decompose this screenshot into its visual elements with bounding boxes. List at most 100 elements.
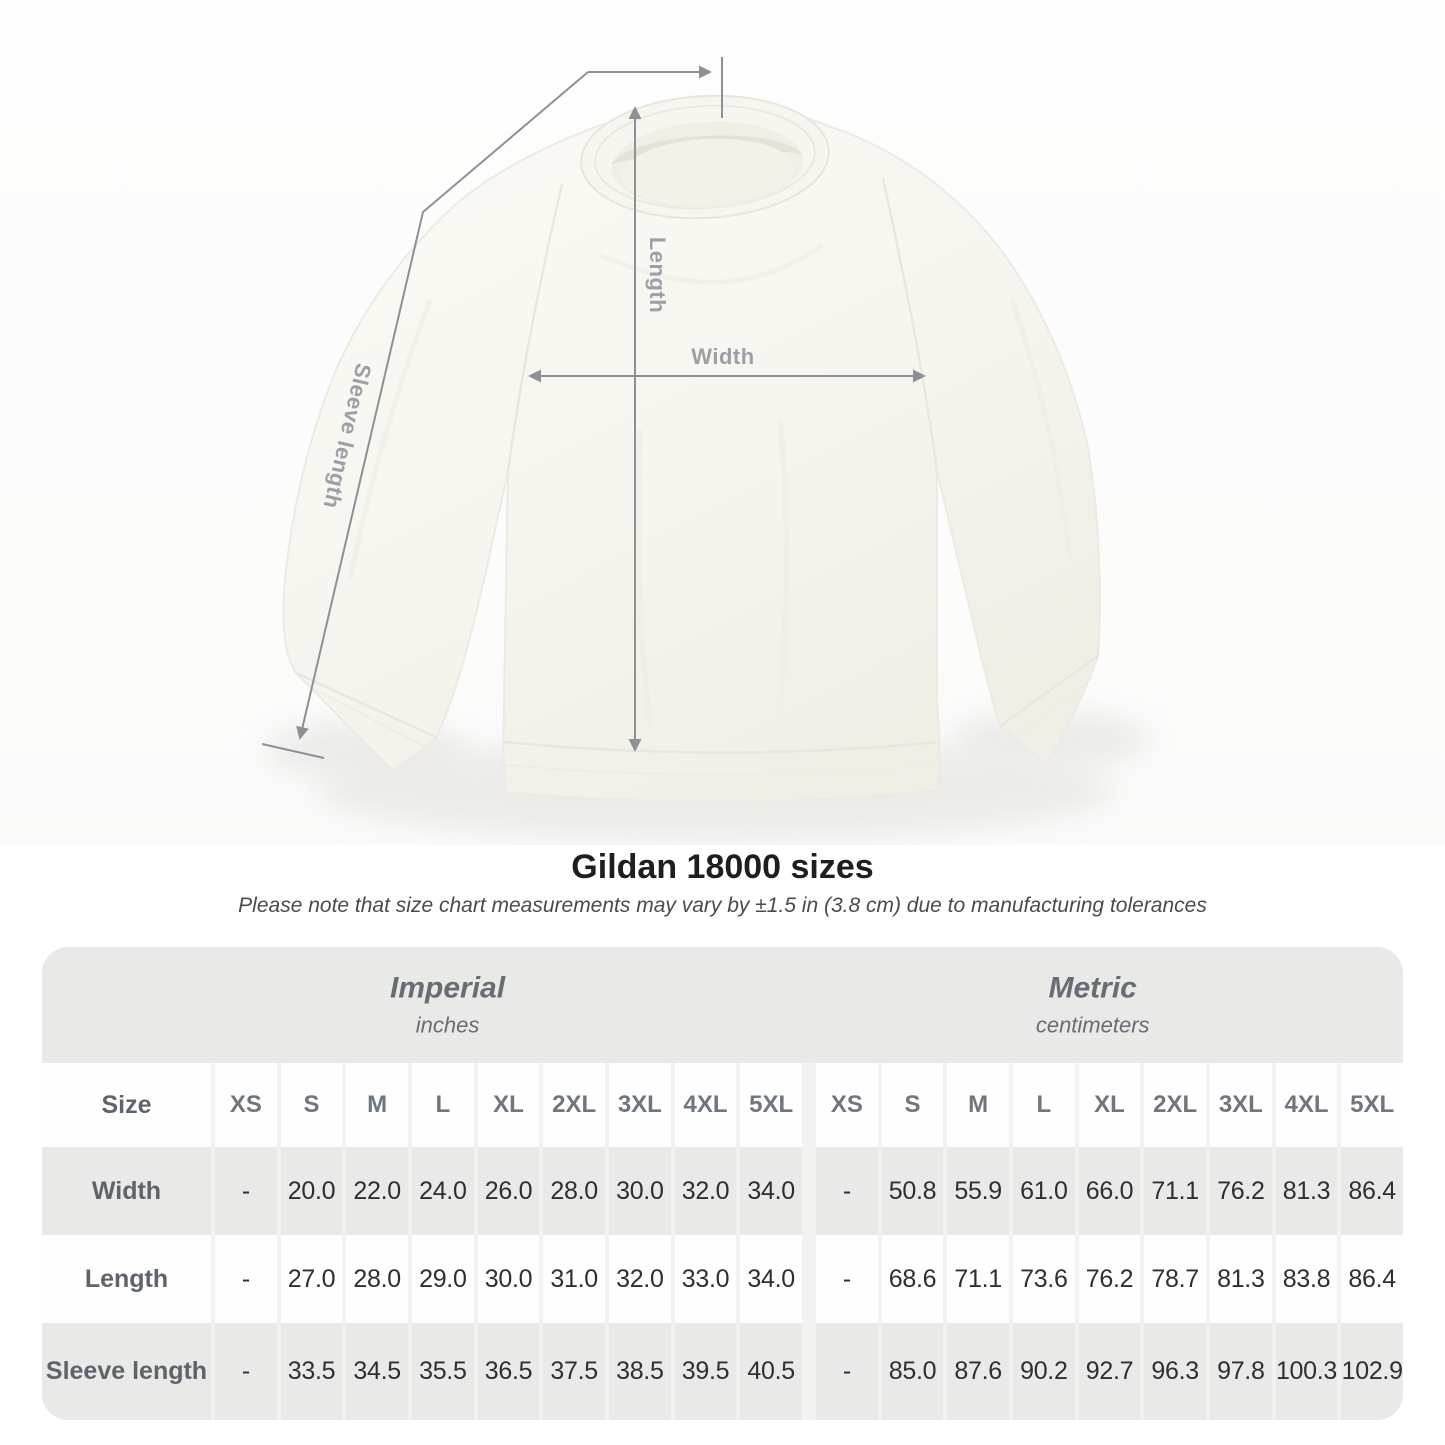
imperial-section-header: Imperial inches [390, 972, 505, 1039]
imperial-size-header-cell: 4XL [674, 1063, 737, 1147]
metric-value-cell: 86.4 [1341, 1147, 1403, 1235]
imperial-value-cell: 30.0 [609, 1147, 671, 1235]
imperial-value-cell: 26.0 [477, 1147, 540, 1235]
imperial-value-cell: 34.5 [346, 1323, 408, 1420]
metric-value-cell: 90.2 [1013, 1323, 1075, 1420]
size-table-rows: Size XS S M L XL 2XL 3XL 4XL 5XL XS S M L XL 2XL 3XL 4XL 5… [42, 1063, 1403, 1420]
metric-unit: centimeters [1035, 1012, 1150, 1038]
imperial-value-cell: - [215, 1147, 277, 1235]
imperial-value-cell: 40.5 [740, 1323, 802, 1420]
metric-section-header: Metric centimeters [1036, 972, 1150, 1039]
imperial-value-cell: 36.5 [477, 1323, 540, 1420]
section-divider [806, 1235, 812, 1323]
imperial-value-cell: 33.0 [674, 1235, 737, 1323]
row-label: Width [42, 1147, 211, 1235]
measurement-row-length: Length -27.0 28.0 29.0 30.0 31.0 32.0 33.0 34.0-… [42, 1235, 1403, 1323]
imperial-value-cell: 34.0 [740, 1235, 802, 1323]
metric-value-cell: - [816, 1147, 878, 1235]
metric-value-cell: 81.3 [1210, 1235, 1272, 1323]
imperial-size-header-cell: XS [215, 1063, 277, 1147]
metric-size-header-cell: 5XL [1341, 1063, 1403, 1147]
imperial-value-cell: 38.5 [609, 1323, 671, 1420]
imperial-title: Imperial [390, 971, 506, 1005]
imperial-value-cell: 28.0 [346, 1235, 408, 1323]
sweatshirt-photo [265, 94, 1150, 840]
imperial-value-cell: 30.0 [477, 1235, 540, 1323]
metric-value-cell: 76.2 [1078, 1235, 1141, 1323]
imperial-value-cell: 39.5 [674, 1323, 737, 1420]
metric-size-header-cell: 2XL [1144, 1063, 1206, 1147]
imperial-value-cell: 28.0 [543, 1147, 605, 1235]
size-table: Imperial inches Metric centimeters Size X… [42, 947, 1403, 1420]
imperial-value-cell: 37.5 [543, 1323, 605, 1420]
metric-value-cell: 92.7 [1078, 1323, 1141, 1420]
imperial-unit: inches [415, 1012, 480, 1038]
imperial-value-cell: 27.0 [280, 1235, 343, 1323]
metric-title: Metric [1048, 971, 1137, 1005]
metric-value-cell: 85.0 [881, 1323, 944, 1420]
size-diagram: Width Length Sleeve length [0, 0, 1445, 845]
metric-value-cell: - [816, 1235, 878, 1323]
metric-value-cell: 50.8 [881, 1147, 944, 1235]
width-measure-label: Width [691, 344, 755, 369]
metric-value-cell: - [816, 1323, 878, 1420]
imperial-value-cell: 32.0 [674, 1147, 737, 1235]
metric-value-cell: 55.9 [947, 1147, 1009, 1235]
measurement-row-width: Width -20.0 22.0 24.0 26.0 28.0 30.0 32.0 34.0-5… [42, 1147, 1403, 1235]
imperial-value-cell: 32.0 [609, 1235, 671, 1323]
section-divider [806, 1147, 812, 1235]
metric-size-header-cell: 3XL [1210, 1063, 1272, 1147]
metric-value-cell: 81.3 [1275, 1147, 1338, 1235]
imperial-size-header-cell: 3XL [609, 1063, 671, 1147]
imperial-size-header-cell: 5XL [740, 1063, 802, 1147]
metric-value-cell: 78.7 [1144, 1235, 1206, 1323]
size-column-header: Size [42, 1063, 211, 1147]
measurement-annotations [261, 57, 926, 759]
metric-value-cell: 102.9 [1341, 1323, 1403, 1420]
imperial-size-header-cell: S [280, 1063, 343, 1147]
imperial-size-header-cell: L [412, 1063, 474, 1147]
section-divider [806, 1323, 812, 1420]
imperial-value-cell: 33.5 [280, 1323, 343, 1420]
metric-value-cell: 83.8 [1275, 1235, 1338, 1323]
metric-size-header-cell: L [1013, 1063, 1075, 1147]
imperial-value-cell: 29.0 [412, 1235, 474, 1323]
size-header-row: Size XS S M L XL 2XL 3XL 4XL 5XL XS S M L XL 2XL 3XL 4XL 5… [42, 1063, 1403, 1147]
imperial-value-cell: 34.0 [740, 1147, 802, 1235]
imperial-value-cell: 35.5 [412, 1323, 474, 1420]
metric-value-cell: 76.2 [1210, 1147, 1272, 1235]
metric-size-header-cell: XL [1078, 1063, 1141, 1147]
imperial-value-cell: - [215, 1323, 277, 1420]
row-label: Length [42, 1235, 211, 1323]
metric-value-cell: 100.3 [1275, 1323, 1338, 1420]
length-measure-label: Length [645, 236, 670, 314]
section-divider [806, 1063, 812, 1147]
metric-value-cell: 73.6 [1013, 1235, 1075, 1323]
tolerance-note: Please note that size chart measurements… [238, 894, 1207, 917]
metric-value-cell: 71.1 [947, 1235, 1009, 1323]
metric-value-cell: 61.0 [1013, 1147, 1075, 1235]
imperial-value-cell: 24.0 [412, 1147, 474, 1235]
unit-header-band: Imperial inches Metric centimeters [42, 947, 1403, 1063]
imperial-size-header-cell: 2XL [543, 1063, 605, 1147]
metric-value-cell: 97.8 [1210, 1323, 1272, 1420]
row-label: Sleeve length [42, 1323, 211, 1420]
imperial-size-header-cell: XL [477, 1063, 540, 1147]
imperial-value-cell: 31.0 [543, 1235, 605, 1323]
metric-value-cell: 71.1 [1144, 1147, 1206, 1235]
imperial-size-header-cell: M [346, 1063, 408, 1147]
metric-value-cell: 68.6 [881, 1235, 944, 1323]
metric-size-header-cell: 4XL [1275, 1063, 1338, 1147]
page-title: Gildan 18000 sizes [571, 848, 874, 886]
imperial-value-cell: - [215, 1235, 277, 1323]
metric-value-cell: 96.3 [1144, 1323, 1206, 1420]
imperial-value-cell: 20.0 [280, 1147, 343, 1235]
imperial-value-cell: 22.0 [346, 1147, 408, 1235]
measurement-row-sleeve-length: Sleeve length -33.5 34.5 35.5 36.5 37.5 38.5 39… [42, 1323, 1403, 1420]
metric-value-cell: 87.6 [947, 1323, 1009, 1420]
metric-size-header-cell: M [947, 1063, 1009, 1147]
metric-value-cell: 86.4 [1341, 1235, 1403, 1323]
metric-size-header-cell: S [881, 1063, 944, 1147]
metric-value-cell: 66.0 [1078, 1147, 1141, 1235]
